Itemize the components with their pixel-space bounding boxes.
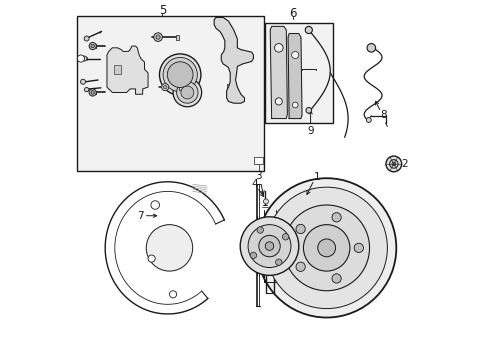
Text: 8: 8 <box>379 110 386 120</box>
Circle shape <box>331 274 341 283</box>
Circle shape <box>247 225 290 267</box>
Circle shape <box>391 162 395 166</box>
Circle shape <box>263 199 268 204</box>
Text: 5: 5 <box>158 4 166 17</box>
Circle shape <box>148 255 155 262</box>
Bar <box>254 157 263 164</box>
Circle shape <box>146 225 192 271</box>
Circle shape <box>167 62 193 87</box>
Circle shape <box>77 55 84 62</box>
Circle shape <box>91 44 94 48</box>
Bar <box>179 85 183 90</box>
Bar <box>176 35 179 40</box>
Bar <box>264 23 332 123</box>
Circle shape <box>240 217 298 275</box>
Circle shape <box>305 108 311 113</box>
Circle shape <box>151 201 159 209</box>
Circle shape <box>282 234 288 240</box>
Circle shape <box>163 58 197 92</box>
Circle shape <box>295 262 305 271</box>
Text: 4: 4 <box>251 179 257 189</box>
Circle shape <box>81 79 85 84</box>
Circle shape <box>292 102 298 108</box>
Circle shape <box>169 291 176 298</box>
Circle shape <box>274 44 283 52</box>
Text: 2: 2 <box>400 159 407 169</box>
Circle shape <box>366 44 375 52</box>
Circle shape <box>156 35 160 39</box>
Circle shape <box>366 117 370 122</box>
Circle shape <box>257 178 395 318</box>
Circle shape <box>159 54 201 95</box>
Text: 9: 9 <box>306 126 313 136</box>
Circle shape <box>265 187 386 309</box>
Circle shape <box>331 213 341 222</box>
Circle shape <box>295 224 305 234</box>
Circle shape <box>181 86 193 99</box>
Polygon shape <box>214 18 253 103</box>
Circle shape <box>163 85 166 89</box>
Circle shape <box>162 84 168 91</box>
Circle shape <box>84 87 88 92</box>
Circle shape <box>258 235 280 257</box>
Circle shape <box>303 225 349 271</box>
Circle shape <box>283 205 369 291</box>
Circle shape <box>291 51 298 59</box>
Circle shape <box>385 156 401 172</box>
Circle shape <box>250 252 256 258</box>
Circle shape <box>176 82 198 103</box>
Circle shape <box>91 91 94 94</box>
Circle shape <box>317 239 335 257</box>
Circle shape <box>153 33 162 41</box>
Circle shape <box>84 36 89 41</box>
Text: 1: 1 <box>313 172 320 182</box>
Circle shape <box>305 26 312 33</box>
Circle shape <box>353 243 363 252</box>
Polygon shape <box>270 26 287 118</box>
Circle shape <box>89 89 96 96</box>
Text: 3: 3 <box>255 171 262 181</box>
Circle shape <box>275 259 282 265</box>
Circle shape <box>173 78 201 107</box>
Polygon shape <box>287 33 302 118</box>
Circle shape <box>389 159 397 168</box>
Circle shape <box>275 98 282 105</box>
Text: 7: 7 <box>137 211 143 221</box>
Circle shape <box>264 242 273 250</box>
Circle shape <box>89 42 96 50</box>
Circle shape <box>82 56 87 61</box>
Circle shape <box>257 227 263 233</box>
Bar <box>114 64 121 73</box>
Polygon shape <box>107 46 148 94</box>
Bar <box>77 16 264 171</box>
Text: 6: 6 <box>288 8 296 21</box>
